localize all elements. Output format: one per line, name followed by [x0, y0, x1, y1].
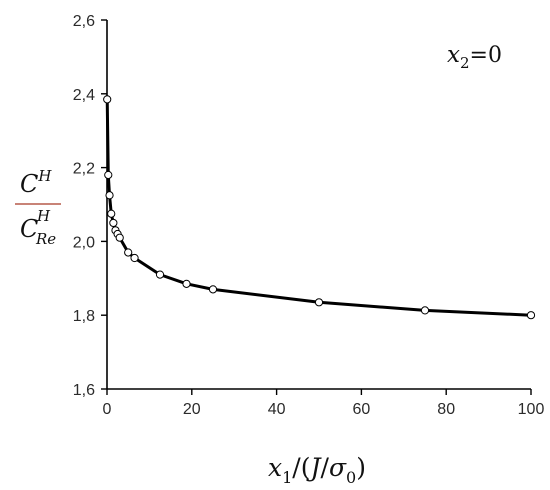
- x-tick-label: 100: [518, 401, 545, 418]
- x-tick-label: 80: [437, 401, 455, 418]
- x-label-var: x: [268, 453, 282, 482]
- x-tick-label: 0: [103, 401, 112, 418]
- data-point: [107, 209, 116, 218]
- data-point: [115, 233, 124, 242]
- x-label-slash: /: [321, 453, 330, 482]
- x-label-open: /(: [292, 453, 310, 482]
- y-tick-label: 2,6: [73, 13, 95, 30]
- y-tick-label: 2,4: [73, 87, 95, 104]
- x-label-sigma-sub: 0: [346, 468, 356, 487]
- y-label-num-sup: H: [37, 167, 52, 185]
- x-tick-label: 60: [353, 401, 371, 418]
- x-tick-label: 40: [268, 401, 286, 418]
- data-point: [124, 248, 133, 257]
- x-label-close: ): [356, 453, 366, 482]
- y-tick-label: 1,6: [73, 382, 95, 399]
- data-point: [104, 170, 113, 180]
- data-point: [208, 285, 218, 294]
- x-tick-label: 20: [183, 401, 201, 418]
- svg-text:C: C: [20, 215, 38, 243]
- data-point: [105, 191, 114, 200]
- data-point: [155, 270, 165, 279]
- y-tick-label: 2,2: [73, 161, 95, 178]
- data-point: [182, 279, 191, 288]
- annotation-rest: =0: [470, 43, 502, 68]
- data-point: [420, 306, 430, 315]
- annotation-sub: 2: [460, 54, 470, 72]
- x-label-J: J: [305, 453, 322, 482]
- series-markers: [103, 95, 536, 320]
- svg-text:CH: CH: [20, 167, 52, 198]
- data-point: [103, 95, 112, 104]
- y-tick-label: 1,8: [73, 308, 95, 325]
- data-point: [130, 253, 139, 263]
- x-axis-label: x1/(J/σ0): [268, 453, 366, 487]
- y-label-den-sup: H: [36, 207, 51, 225]
- x-label-sigma: σ: [329, 453, 347, 482]
- data-point: [314, 298, 324, 307]
- x-axis-ticks: 0 20 40 60 80 100: [103, 389, 545, 418]
- data-point: [526, 311, 536, 320]
- y-label-den-var: C: [20, 215, 38, 243]
- y-axis-label: CH C H Re: [15, 167, 61, 248]
- y-tick-label: 2,0: [73, 234, 95, 251]
- y-axis-ticks: 1,6 1,8 2,0 2,2 2,4 2,6: [73, 13, 107, 399]
- y-label-den-sub: Re: [35, 230, 56, 248]
- x-label-sub: 1: [282, 468, 292, 487]
- y-label-num-var: C: [20, 170, 38, 198]
- annotation-var: x: [447, 42, 460, 68]
- data-point: [109, 218, 118, 228]
- annotation: x2=0: [447, 42, 502, 72]
- series-line: [105, 97, 533, 317]
